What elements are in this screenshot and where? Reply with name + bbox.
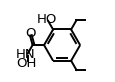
Text: O: O bbox=[25, 27, 35, 40]
Text: HO: HO bbox=[36, 13, 56, 26]
Text: OH: OH bbox=[17, 57, 37, 70]
Text: HN: HN bbox=[16, 48, 35, 61]
